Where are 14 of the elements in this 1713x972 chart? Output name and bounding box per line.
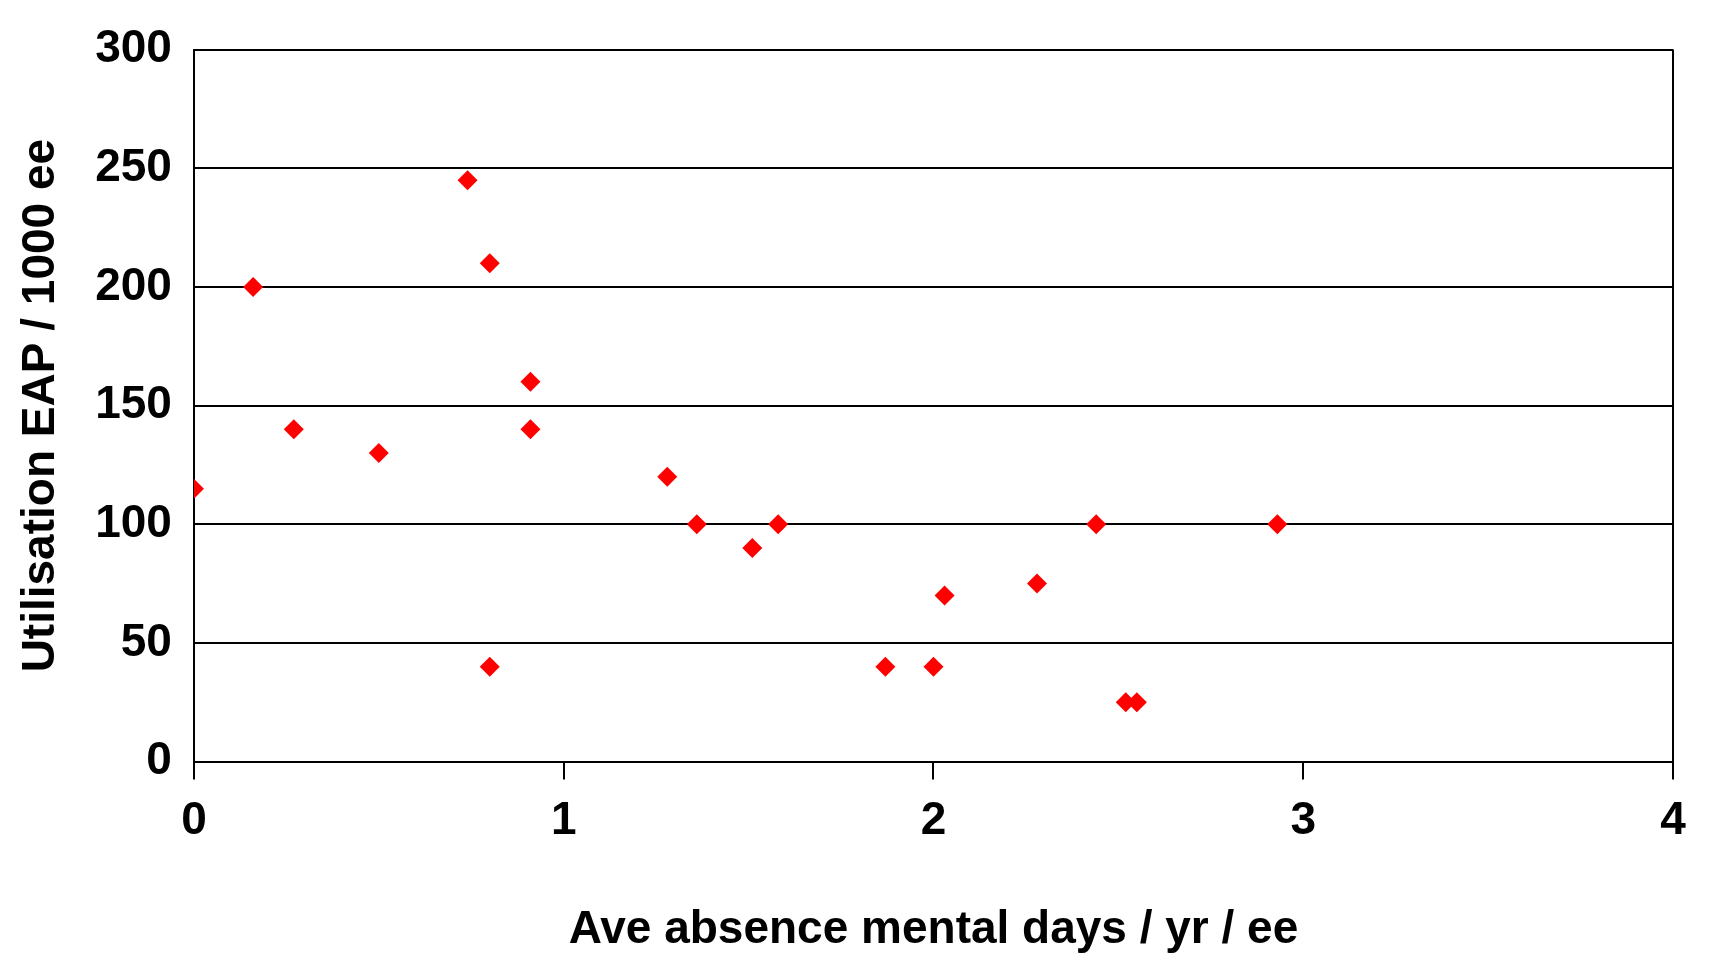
y-tick-label: 200 xyxy=(95,257,172,310)
x-tick-label: 1 xyxy=(550,791,577,844)
y-tick-label: 50 xyxy=(120,613,172,666)
x-axis-title: Ave absence mental days / yr / ee xyxy=(568,901,1299,954)
y-tick-label: 150 xyxy=(95,376,172,429)
x-tick-label: 0 xyxy=(181,791,207,844)
x-tick-label: 4 xyxy=(1660,791,1687,844)
x-tick-label: 2 xyxy=(920,791,947,844)
y-axis-title: Utilisation EAP / 1000 ee xyxy=(12,138,65,673)
y-tick-label: 300 xyxy=(95,20,172,73)
x-tick-label: 3 xyxy=(1290,791,1317,844)
y-tick-label: 0 xyxy=(146,732,172,785)
y-tick-label: 100 xyxy=(95,494,172,547)
y-tick-label: 250 xyxy=(95,138,172,191)
